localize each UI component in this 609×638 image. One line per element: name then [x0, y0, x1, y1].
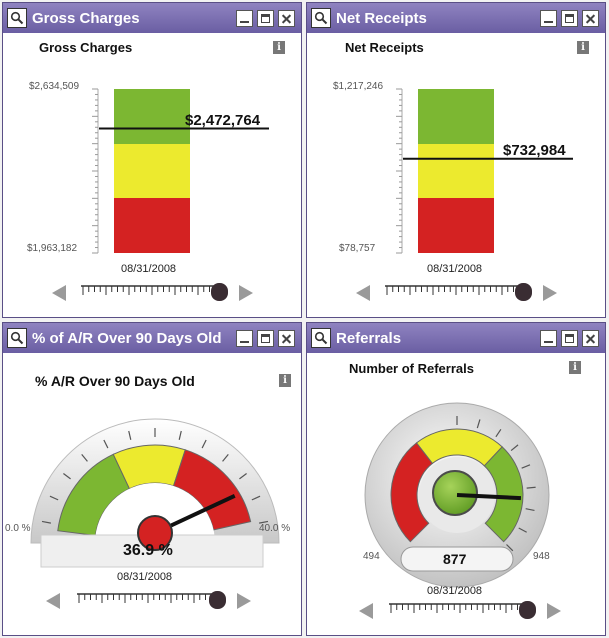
gauge-bands: [390, 428, 524, 543]
scale-min-label: $78,757: [339, 243, 376, 254]
magnifier-icon[interactable]: [311, 8, 331, 28]
gauge-tick: [476, 419, 481, 429]
gauge-band-green: [483, 446, 524, 543]
gauge-bands: [57, 444, 252, 537]
close-icon[interactable]: [582, 9, 599, 27]
net-receipts-titlebar[interactable]: Net Receipts: [307, 3, 605, 33]
window-title: Gross Charges: [32, 9, 140, 27]
window-title: Net Receipts: [336, 9, 427, 27]
referrals-ring-gauge: [364, 402, 550, 588]
date-label: 08/31/2008: [121, 263, 177, 275]
gauge-tick: [49, 495, 59, 501]
close-icon[interactable]: [278, 329, 295, 347]
gauge-tick: [526, 486, 536, 489]
panel-subtitle: Number of Referrals: [349, 361, 474, 376]
value-label: $732,984: [503, 141, 566, 159]
gauge-tick: [518, 527, 527, 533]
maximize-icon[interactable]: [561, 329, 578, 347]
scale-max-label: $1,217,246: [333, 81, 384, 92]
gauge-tick: [81, 454, 88, 462]
gross-charges-panel: Gross Charges Gross Charges i $2,634,509…: [2, 2, 302, 318]
bar-yellow-zone: [418, 144, 494, 198]
gauge-tick: [201, 439, 207, 449]
scale-max-label: $2,634,509: [29, 81, 80, 92]
close-icon[interactable]: [582, 329, 599, 347]
info-icon[interactable]: i: [273, 41, 285, 54]
gauge-tick: [506, 544, 514, 552]
ruler-ticks: [92, 88, 99, 254]
window-title: Referrals: [336, 329, 402, 347]
gauge-tick: [510, 444, 519, 452]
referrals-panel: Referrals Number of Referrals i 494 948 …: [306, 322, 606, 636]
maximize-icon[interactable]: [257, 329, 274, 347]
minimize-icon[interactable]: [236, 9, 253, 27]
net-receipts-panel: Net Receipts Net Receipts i $1,217,246 $…: [306, 2, 606, 318]
close-icon[interactable]: [278, 9, 295, 27]
gauge-tick: [239, 472, 247, 480]
scale-max-label: 948: [533, 551, 550, 562]
value-label: $2,472,764: [185, 111, 261, 129]
maximize-icon[interactable]: [561, 9, 578, 27]
gauge-tick: [128, 430, 132, 440]
value-box: [400, 546, 514, 572]
gauge-tick: [178, 430, 182, 440]
bar-red-zone: [114, 198, 190, 253]
scale-min-label: 494: [363, 551, 380, 562]
info-icon[interactable]: i: [577, 41, 589, 54]
scale-min-label: $1,963,182: [27, 243, 78, 254]
date-label: 08/31/2008: [427, 585, 483, 597]
net-receipts-bar-gauge: [396, 88, 573, 254]
gauge-tick: [222, 454, 229, 462]
magnifier-icon[interactable]: [311, 328, 331, 348]
gauge-needle: [456, 493, 522, 501]
bar-green-zone: [114, 89, 190, 144]
gauge-tick: [251, 495, 261, 501]
date-label: 08/31/2008: [427, 263, 483, 275]
minimize-icon[interactable]: [236, 329, 253, 347]
gauge-tick: [41, 520, 51, 524]
gauge-inner-face: [95, 483, 215, 543]
gauge-outer-ticks: [41, 428, 269, 524]
info-icon[interactable]: i: [569, 361, 581, 374]
referrals-titlebar[interactable]: Referrals: [307, 323, 605, 353]
magnifier-icon[interactable]: [7, 328, 27, 348]
ruler-ticks: [396, 88, 403, 254]
gauge-tick: [525, 508, 535, 512]
minimize-icon[interactable]: [540, 9, 557, 27]
value-label: 877: [443, 551, 467, 567]
gauge-center-knob: [432, 470, 478, 516]
minimize-icon[interactable]: [540, 329, 557, 347]
scale-max-label: 40.0 %: [259, 523, 291, 534]
bar-yellow-zone: [114, 144, 190, 198]
gross-charges-bar-gauge: [92, 88, 269, 254]
bar-green-zone: [418, 89, 494, 144]
panel-subtitle: Net Receipts: [345, 40, 424, 55]
gauge-tick: [63, 472, 71, 480]
gauge-tick: [103, 439, 109, 449]
maximize-icon[interactable]: [257, 9, 274, 27]
bar-red-zone: [418, 198, 494, 253]
panel-subtitle: Gross Charges: [39, 40, 133, 55]
info-icon[interactable]: i: [279, 374, 291, 387]
magnifier-icon[interactable]: [7, 8, 27, 28]
gauge-hub: [137, 515, 173, 551]
ar-semicircle-gauge: [30, 418, 280, 568]
date-label: 08/31/2008: [117, 571, 173, 583]
gauge-outer-ticks: [456, 416, 536, 552]
scale-min-label: 0.0 %: [5, 523, 31, 534]
gauge-tick: [259, 520, 269, 524]
window-title: % of A/R Over 90 Days Old: [32, 329, 222, 347]
value-label: 36.9 %: [123, 542, 173, 559]
ar-over-90-panel: % of A/R Over 90 Days Old % A/R Over 90 …: [2, 322, 302, 636]
gauge-tick: [521, 464, 531, 469]
gauge-tick: [495, 428, 502, 438]
panel-subtitle: % A/R Over 90 Days Old: [35, 373, 195, 389]
gross-charges-titlebar[interactable]: Gross Charges: [3, 3, 301, 33]
ar-over-90-titlebar[interactable]: % of A/R Over 90 Days Old: [3, 323, 301, 353]
